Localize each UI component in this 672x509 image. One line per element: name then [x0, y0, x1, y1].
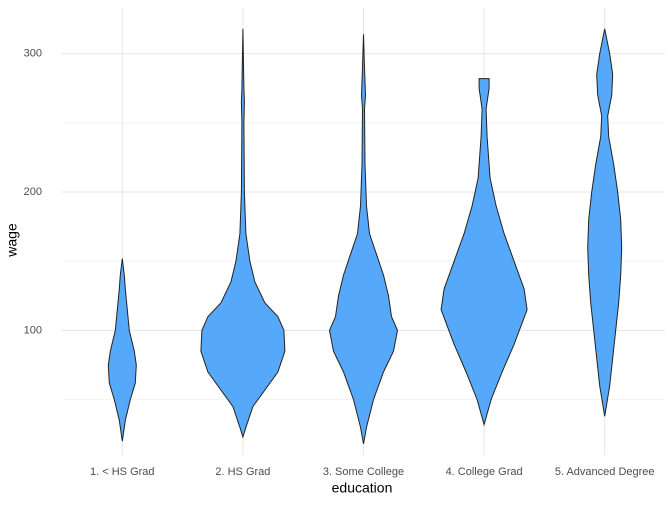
- y-tick-label: 200: [24, 186, 42, 198]
- violin: [440, 78, 528, 427]
- y-tick-label: 100: [24, 324, 42, 336]
- violin: [200, 28, 286, 439]
- x-tick-label: 3. Some College: [323, 466, 404, 478]
- y-axis-label: wage: [4, 223, 20, 258]
- y-tick-label: 300: [24, 48, 42, 60]
- violin: [328, 34, 399, 444]
- x-tick-label: 4. College Grad: [446, 466, 523, 478]
- x-tick-label: 1. < HS Grad: [90, 466, 155, 478]
- violin: [587, 28, 623, 417]
- x-axis-label: education: [332, 480, 393, 496]
- x-tick-label: 2. HS Grad: [215, 466, 270, 478]
- violin: [107, 258, 137, 442]
- x-tick-label: 5. Advanced Degree: [555, 466, 655, 478]
